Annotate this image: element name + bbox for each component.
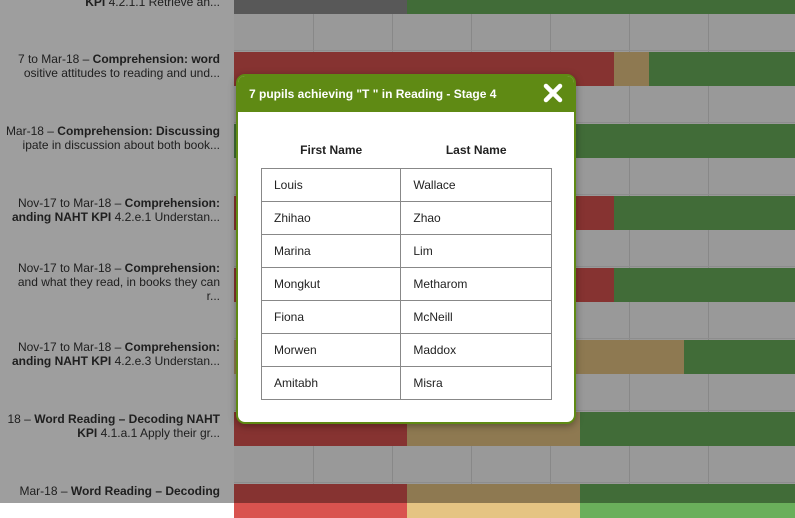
first-name-cell: Morwen	[260, 333, 402, 367]
row-label[interactable]: Mar-18 – Comprehension: Discussing ipate…	[5, 124, 220, 152]
progress-bar[interactable]	[234, 0, 795, 14]
last-name-cell: Zhao	[400, 201, 552, 235]
last-name-cell: McNeill	[400, 300, 552, 334]
row-label[interactable]: Nov-17 to Mar-18 – Comprehension: anding…	[11, 340, 220, 368]
close-button[interactable]	[542, 82, 564, 104]
close-x-icon	[543, 83, 563, 103]
last-name-cell: Wallace	[400, 168, 552, 202]
first-name-cell: Mongkut	[260, 267, 402, 301]
row-label[interactable]: Mar-18 – Word Reading – Decoding	[19, 484, 220, 498]
last-name-cell: Lim	[400, 234, 552, 268]
first-name-cell: Louis	[260, 168, 402, 202]
table-row: Louis Wallace	[260, 168, 552, 202]
table-row: Zhihao Zhao	[260, 201, 552, 235]
row-label[interactable]: Nov-17 to Mar-18 – Comprehension: and wh…	[17, 261, 220, 303]
row-label[interactable]: 18 – Word Reading – Decoding NAHT KPI 4.…	[7, 412, 221, 440]
last-name-cell: Metharom	[400, 267, 552, 301]
first-name-cell: Zhihao	[260, 201, 402, 235]
pupils-modal: 7 pupils achieving "T " in Reading - Sta…	[236, 74, 576, 424]
row-label[interactable]: 7 to Mar-18 – Comprehension: word ositiv…	[17, 52, 220, 80]
row-label[interactable]: Nov-17 to Mar-18 – Comprehension: anding…	[11, 196, 220, 224]
last-name-cell: Maddox	[400, 333, 552, 367]
first-name-cell: Marina	[260, 234, 402, 268]
row-labels-column: KPI 4.2.1.1 Retrieve an... 7 to Mar-18 –…	[0, 0, 234, 503]
first-name-cell: Fiona	[260, 300, 402, 334]
table-row: Mongkut Metharom	[260, 267, 552, 301]
first-name-cell: Amitabh	[260, 366, 402, 400]
table-header-row: First Name Last Name	[262, 132, 552, 169]
pupils-table: First Name Last Name Louis Wallace Zhiha…	[260, 132, 552, 400]
table-row: Amitabh Misra	[260, 366, 552, 400]
table-row: Marina Lim	[260, 234, 552, 268]
table-row: Fiona McNeill	[260, 300, 552, 334]
modal-header: 7 pupils achieving "T " in Reading - Sta…	[238, 76, 574, 112]
column-header-last-name: Last Name	[445, 143, 507, 157]
row-label[interactable]: KPI 4.2.1.1 Retrieve an...	[85, 0, 220, 9]
last-name-cell: Misra	[400, 366, 552, 400]
column-header-first-name: First Name	[300, 143, 363, 157]
modal-title: 7 pupils achieving "T " in Reading - Sta…	[249, 87, 497, 101]
table-row: Morwen Maddox	[260, 333, 552, 367]
